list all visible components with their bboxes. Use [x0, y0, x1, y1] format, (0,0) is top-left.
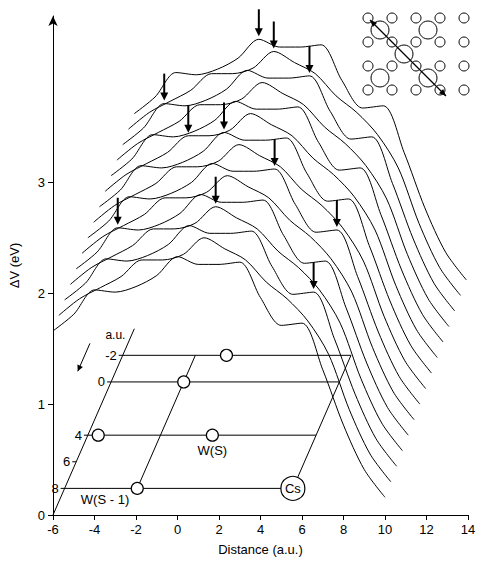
svg-text:8: 8	[340, 522, 347, 537]
svg-text:12: 12	[419, 522, 433, 537]
svg-text:a.u.: a.u.	[105, 328, 125, 342]
svg-text:6: 6	[63, 454, 70, 469]
svg-text:2: 2	[215, 522, 222, 537]
svg-text:4: 4	[257, 522, 264, 537]
svg-text:0: 0	[98, 374, 105, 389]
svg-text:-6: -6	[47, 522, 59, 537]
svg-text:6: 6	[298, 522, 305, 537]
svg-text:-2: -2	[105, 348, 117, 363]
svg-text:2: 2	[38, 286, 45, 301]
svg-text:-4: -4	[89, 522, 101, 537]
svg-text:Distance (a.u.): Distance (a.u.)	[218, 542, 303, 557]
svg-text:1: 1	[38, 397, 45, 412]
svg-text:-2: -2	[130, 522, 142, 537]
svg-text:0: 0	[38, 508, 45, 523]
svg-text:10: 10	[378, 522, 392, 537]
svg-text:ΔV (eV): ΔV (eV)	[7, 243, 22, 289]
svg-text:3: 3	[38, 175, 45, 190]
svg-text:W(S): W(S)	[198, 443, 228, 458]
svg-text:Cs: Cs	[285, 481, 301, 496]
svg-text:14: 14	[461, 522, 475, 537]
svg-text:W(S - 1): W(S - 1)	[81, 492, 129, 507]
svg-text:8: 8	[51, 481, 58, 496]
svg-text:0: 0	[174, 522, 181, 537]
svg-text:4: 4	[75, 428, 82, 443]
